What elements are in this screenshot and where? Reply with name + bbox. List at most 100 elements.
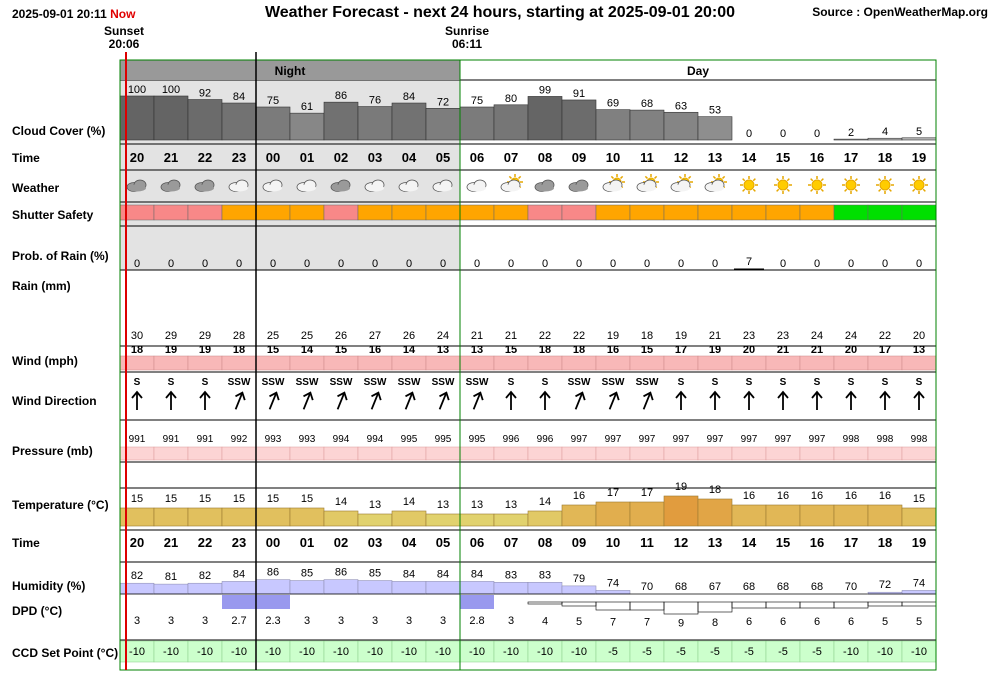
wind-gust-value: 24 [811, 330, 823, 342]
cloud-cover-value: 92 [199, 88, 211, 100]
cloudy-icon [568, 179, 589, 192]
sun-disc [845, 179, 857, 191]
ccd-value: -10 [911, 646, 927, 658]
time-label: 05 [436, 150, 450, 165]
shutter-safety-cell [255, 204, 291, 221]
wind-arrow-icon [709, 390, 721, 410]
partly-cloudy-night-icon [432, 179, 453, 192]
cloud-cover-value: 0 [746, 128, 752, 140]
row-label-wind-direction: Wind Direction [12, 394, 97, 408]
rain-probability-value: 0 [848, 258, 854, 270]
time-label-bottom: 22 [198, 535, 212, 550]
humidity-value: 70 [845, 581, 857, 593]
dpd-value: 6 [780, 616, 786, 628]
partly-cloudy-night-icon [296, 179, 317, 192]
wind-direction-label: S [168, 377, 175, 388]
dpd-bar [663, 601, 699, 615]
sun-ray [878, 188, 882, 192]
humidity-value: 82 [199, 570, 211, 582]
pressure-value: 993 [265, 434, 282, 445]
rain-probability-value: 7 [746, 256, 752, 268]
cloud-cover-bar [425, 108, 461, 141]
dpd-value: 6 [848, 616, 854, 628]
sun-ray [878, 178, 882, 182]
arrow-shaft [608, 393, 617, 410]
dpd-value: 6 [746, 616, 752, 628]
humidity-value: 68 [675, 581, 687, 593]
time-label-bottom: 05 [436, 535, 450, 550]
wind-speed-value: 19 [199, 344, 211, 356]
time-label: 15 [776, 150, 790, 165]
sun-ray [776, 188, 780, 192]
arrow-head [405, 391, 416, 401]
cloud-cover-bar [901, 137, 937, 141]
temperature-value: 14 [403, 496, 415, 508]
time-label-bottom: 18 [878, 535, 892, 550]
wind-direction-label: SSW [296, 377, 319, 388]
wind-speed-value: 17 [879, 344, 891, 356]
wind-gust-value: 21 [505, 330, 517, 342]
time-label-bottom: 09 [572, 535, 586, 550]
humidity-value: 79 [573, 573, 585, 585]
partly-cloudy-day-icon [704, 174, 727, 192]
row-label-shutter-safety: Shutter Safety [12, 208, 94, 222]
wind-gust-value: 30 [131, 330, 143, 342]
sun-ray [776, 178, 780, 182]
wind-gust-value: 25 [267, 330, 279, 342]
wind-direction-label: S [202, 377, 209, 388]
dpd-bar [595, 601, 631, 611]
now-label: Now [110, 7, 136, 21]
row-label-dpd: DPD (°C) [12, 604, 63, 618]
cloud-base [196, 184, 214, 192]
pressure-bar [663, 446, 699, 461]
arrow-shaft [336, 393, 345, 410]
cloud-cover-value: 63 [675, 100, 687, 112]
wind-arrow-icon [472, 391, 484, 410]
ccd-value: -10 [367, 646, 383, 658]
wind-speed-value: 20 [845, 344, 857, 356]
cloud-base [570, 184, 588, 192]
wind-arrow-icon [438, 391, 450, 410]
dpd-bar [697, 601, 733, 613]
arrow-shaft [234, 393, 243, 410]
wind-direction-label: SSW [262, 377, 285, 388]
sunny-icon [842, 176, 860, 194]
sun-ray [518, 175, 522, 179]
arrow-shaft [472, 393, 481, 410]
time-label-bottom: 17 [844, 535, 858, 550]
dpd-value: 5 [576, 616, 582, 628]
cloud-cover-value: 84 [233, 91, 245, 103]
rain-probability-value: 0 [508, 258, 514, 270]
humidity-bar [289, 580, 325, 595]
wind-arrow-icon [811, 390, 823, 410]
dpd-value: 2.7 [231, 615, 246, 627]
time-label: 20 [130, 150, 144, 165]
ccd-value: -5 [676, 646, 686, 658]
cloud-cover-bar [527, 96, 563, 141]
wind-speed-value: 19 [709, 344, 721, 356]
source-credit: Source : OpenWeatherMap.org [812, 5, 988, 19]
wind-direction-label: S [678, 377, 685, 388]
wind-direction-label: S [712, 377, 719, 388]
temperature-value: 19 [675, 481, 687, 493]
temperature-value: 13 [505, 499, 517, 511]
sun-ray [810, 178, 814, 182]
row-label-rain-probability: Prob. of Rain (%) [12, 249, 109, 263]
cloud-cover-value: 69 [607, 98, 619, 110]
cloud-cover-bar [187, 99, 223, 141]
arrow-head [675, 390, 687, 399]
wind-speed-value: 13 [437, 344, 449, 356]
ccd-value: -10 [571, 646, 587, 658]
wind-speed-value: 14 [403, 344, 416, 356]
rain-probability-value: 0 [712, 258, 718, 270]
cloud-cover-bar [697, 116, 733, 141]
wind-direction-label: S [508, 377, 515, 388]
arrow-head [269, 391, 280, 401]
row-label-pressure: Pressure (mb) [12, 444, 93, 458]
dpd-bar [527, 601, 563, 605]
rain-probability-value: 0 [474, 258, 480, 270]
wind-gust-value: 19 [607, 330, 619, 342]
shutter-safety-cell [153, 204, 189, 221]
humidity-value: 68 [743, 581, 755, 593]
shutter-safety-cell [663, 204, 699, 221]
